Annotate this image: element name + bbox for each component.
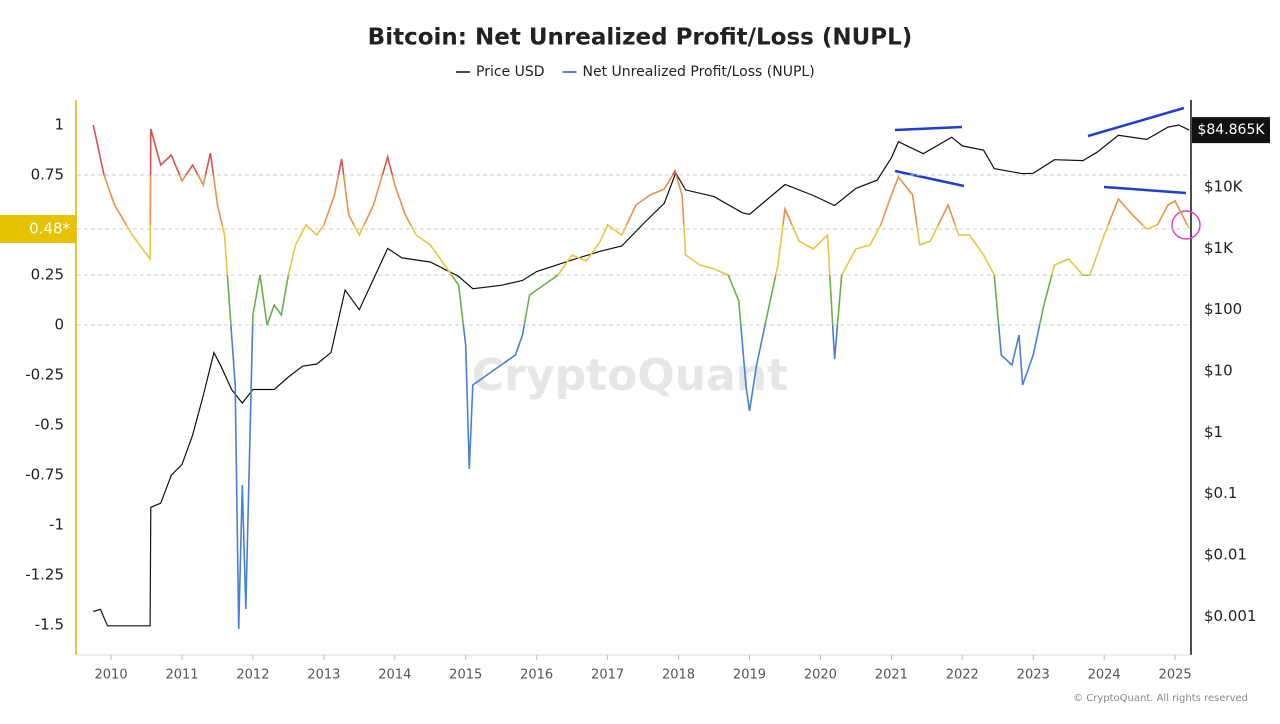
y2-tick-label: $10K	[1204, 178, 1244, 196]
x-tick-label: 2024	[1088, 668, 1121, 683]
highlight-circle	[1171, 210, 1201, 240]
x-tick-label: 2011	[165, 668, 198, 683]
trend-line	[894, 169, 965, 188]
legend-label: Net Unrealized Profit/Loss (NUPL)	[583, 64, 815, 80]
y-tick-label: -0.5	[35, 416, 64, 434]
y-tick-label: 0.25	[31, 266, 64, 284]
x-tick-label: 2019	[733, 668, 766, 683]
y2-tick-label: $1	[1204, 423, 1223, 441]
x-tick-label: 2016	[520, 668, 553, 683]
copyright: © CryptoQuant. All rights reserved	[1073, 693, 1248, 704]
legend: Price USD Net Unrealized Profit/Loss (NUP…	[456, 64, 815, 80]
x-tick-label: 2021	[875, 668, 908, 683]
x-tick-label: 2025	[1159, 668, 1192, 683]
x-tick-label: 2010	[95, 668, 128, 683]
y2-tick-label: $1K	[1204, 239, 1234, 257]
y-tick-label: 0	[54, 316, 64, 334]
y-tick-label: -1	[49, 516, 64, 534]
x-tick-label: 2022	[946, 668, 979, 683]
y-tick-label: -0.75	[25, 466, 64, 484]
trend-line	[1103, 185, 1187, 195]
x-tick-label: 2017	[591, 668, 624, 683]
y2-tick-label: $0.1	[1204, 484, 1237, 502]
y-tick-label: -0.25	[25, 366, 64, 384]
y2-tick-label: $10	[1204, 362, 1233, 380]
y2-tick-label: $100	[1204, 300, 1242, 318]
x-tick-label: 2018	[662, 668, 695, 683]
current-nupl-tag	[0, 215, 76, 243]
nupl-line	[92, 124, 1191, 630]
x-tick-label: 2015	[449, 668, 482, 683]
watermark: CryptoQuant	[472, 350, 788, 401]
current-price-tag	[1192, 117, 1270, 144]
x-tick-label: 2012	[236, 668, 269, 683]
price-line	[93, 124, 1190, 627]
x-tick-label: 2014	[378, 668, 411, 683]
x-tick-label: 2020	[804, 668, 837, 683]
x-tick-label: 2023	[1017, 668, 1050, 683]
y2-tick-label: $0.001	[1204, 607, 1257, 625]
trend-line	[1087, 106, 1185, 138]
y-tick-label: -1.25	[25, 566, 64, 584]
x-tick-label: 2013	[307, 668, 340, 683]
current-nupl-label: 0.48*	[29, 220, 70, 238]
legend-label: Price USD	[476, 64, 545, 80]
chart-title: Bitcoin: Net Unrealized Profit/Loss (NUP…	[368, 25, 913, 51]
trend-line	[894, 125, 963, 132]
y-tick-label: -1.5	[35, 616, 64, 634]
y-tick-label: 0.75	[31, 166, 64, 184]
y2-tick-label: $0.01	[1204, 545, 1247, 563]
y-tick-label: 1	[54, 116, 64, 134]
current-price-label: $84.865K	[1197, 122, 1265, 138]
annotations	[894, 106, 1201, 240]
